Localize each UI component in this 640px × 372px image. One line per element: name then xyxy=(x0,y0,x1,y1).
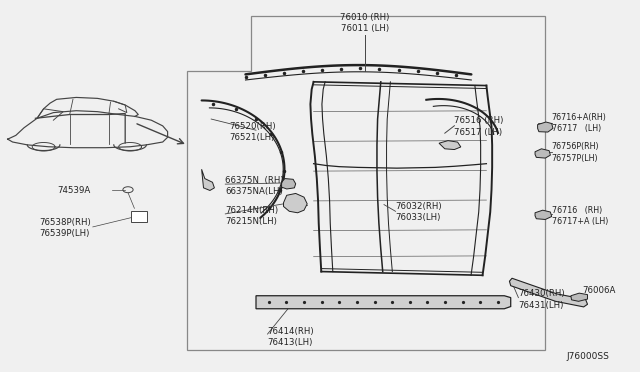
Polygon shape xyxy=(202,169,214,190)
Text: J76000SS: J76000SS xyxy=(566,352,609,361)
Text: 76716+A(RH)
76717   (LH): 76716+A(RH) 76717 (LH) xyxy=(552,113,607,133)
Text: 76032(RH)
76033(LH): 76032(RH) 76033(LH) xyxy=(396,202,442,222)
Polygon shape xyxy=(509,278,588,307)
Polygon shape xyxy=(439,141,461,150)
Text: 66375N  (RH)
66375NA(LH): 66375N (RH) 66375NA(LH) xyxy=(225,176,284,196)
FancyBboxPatch shape xyxy=(131,211,147,222)
Text: 76516 (RH)
76517 (LH): 76516 (RH) 76517 (LH) xyxy=(454,116,504,137)
Text: 76430(RH)
76431(LH): 76430(RH) 76431(LH) xyxy=(518,289,565,310)
Text: 76520(RH)
76521(LH): 76520(RH) 76521(LH) xyxy=(229,122,276,142)
Text: 76010 (RH)
76011 (LH): 76010 (RH) 76011 (LH) xyxy=(340,13,390,33)
Polygon shape xyxy=(535,149,550,158)
Polygon shape xyxy=(282,179,296,189)
Text: 74539A: 74539A xyxy=(58,186,91,195)
Text: 76006A: 76006A xyxy=(582,286,616,295)
Polygon shape xyxy=(571,293,588,301)
Text: 76716   (RH)
76717+A (LH): 76716 (RH) 76717+A (LH) xyxy=(552,206,608,226)
Polygon shape xyxy=(535,210,552,219)
Text: 76538P(RH)
76539P(LH): 76538P(RH) 76539P(LH) xyxy=(40,218,92,238)
Polygon shape xyxy=(284,193,307,213)
Text: 76756P(RH)
76757P(LH): 76756P(RH) 76757P(LH) xyxy=(552,142,599,163)
Text: 76414(RH)
76413(LH): 76414(RH) 76413(LH) xyxy=(268,327,314,347)
Polygon shape xyxy=(538,122,553,132)
Polygon shape xyxy=(256,296,511,309)
Text: 76214N(RH)
76215N(LH): 76214N(RH) 76215N(LH) xyxy=(225,206,278,226)
